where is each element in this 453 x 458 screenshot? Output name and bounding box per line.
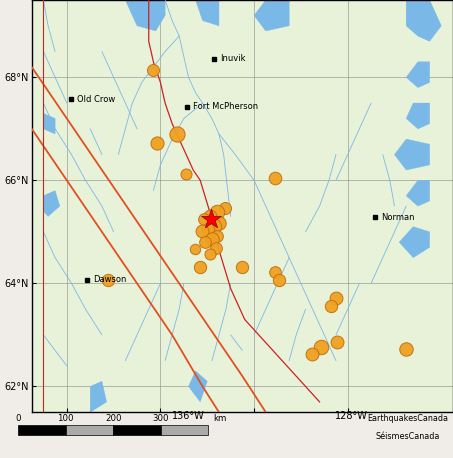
Polygon shape: [90, 381, 106, 412]
Point: [153, 140, 160, 147]
Point: [213, 232, 221, 240]
Text: Old Crow: Old Crow: [77, 95, 115, 104]
Point: [201, 216, 208, 223]
Polygon shape: [406, 0, 441, 41]
Point: [183, 170, 190, 178]
Text: Fort McPherson: Fort McPherson: [193, 102, 258, 111]
Text: EarthquakesCanada: EarthquakesCanada: [367, 414, 448, 423]
Point: [209, 235, 216, 242]
Point: [210, 222, 217, 229]
Polygon shape: [43, 191, 60, 216]
Point: [204, 225, 212, 232]
Polygon shape: [43, 114, 55, 134]
Point: [308, 351, 316, 358]
Point: [332, 294, 339, 301]
Point: [221, 204, 228, 211]
Point: [212, 245, 220, 252]
Bar: [66, 425, 113, 436]
Polygon shape: [196, 0, 219, 26]
Text: 0: 0: [15, 414, 21, 423]
Point: [327, 302, 334, 309]
Point: [271, 174, 279, 181]
Polygon shape: [188, 371, 207, 402]
Polygon shape: [395, 139, 429, 170]
Point: [238, 263, 246, 271]
Point: [213, 208, 220, 216]
Polygon shape: [254, 0, 289, 31]
Point: [402, 346, 410, 353]
Point: [271, 268, 278, 276]
Point: [150, 66, 157, 73]
Text: Dawson: Dawson: [93, 275, 126, 284]
Point: [276, 276, 283, 284]
Point: [202, 239, 209, 246]
Point: [333, 338, 340, 345]
Point: [192, 245, 199, 252]
Text: km: km: [213, 414, 226, 423]
Point: [207, 213, 214, 220]
Point: [318, 343, 325, 350]
Point: [196, 263, 203, 271]
Bar: [18, 425, 66, 436]
Polygon shape: [406, 180, 429, 206]
Text: 300: 300: [153, 414, 169, 423]
Polygon shape: [125, 0, 165, 31]
Point: [208, 216, 215, 223]
Point: [207, 251, 214, 258]
Polygon shape: [406, 103, 429, 129]
Point: [173, 130, 180, 137]
Text: Norman: Norman: [381, 213, 414, 222]
Bar: [113, 425, 161, 436]
Point: [105, 276, 112, 284]
Text: Inuvik: Inuvik: [220, 54, 245, 63]
Text: SéismesCanada: SéismesCanada: [376, 431, 440, 441]
Polygon shape: [399, 227, 429, 257]
Text: 136°W: 136°W: [172, 411, 204, 421]
Text: 100: 100: [58, 414, 74, 423]
Polygon shape: [406, 62, 429, 87]
Text: 200: 200: [105, 414, 121, 423]
Bar: [161, 425, 208, 436]
Text: 128°W: 128°W: [335, 411, 367, 421]
Point: [198, 227, 206, 234]
Point: [216, 219, 223, 227]
